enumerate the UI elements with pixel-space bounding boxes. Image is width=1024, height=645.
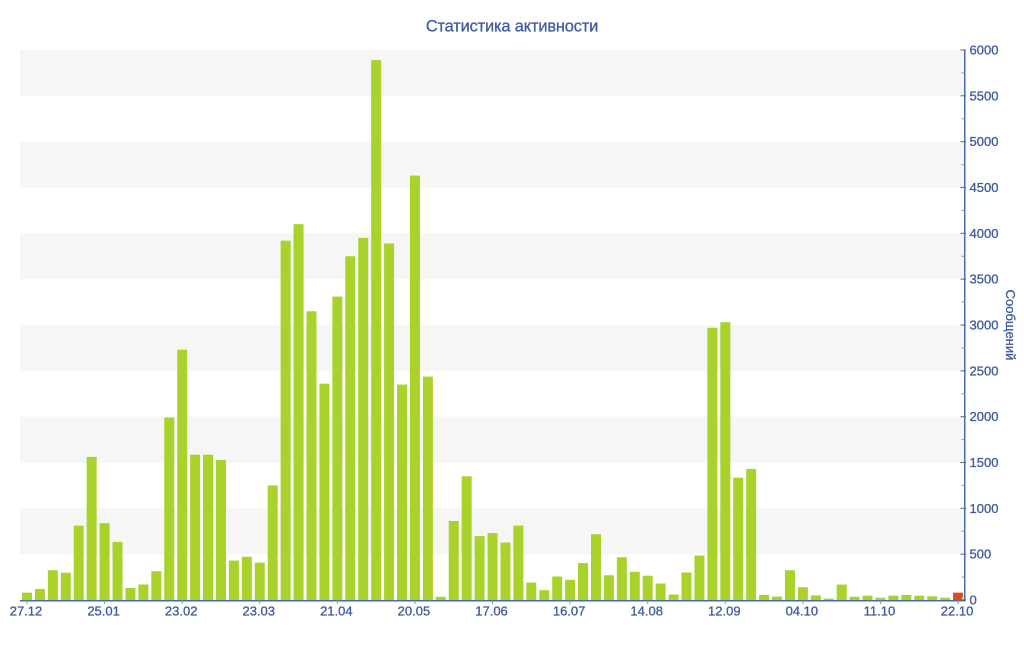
svg-text:500: 500 [970,547,992,562]
svg-text:25.01: 25.01 [87,604,120,619]
svg-text:3500: 3500 [970,272,999,287]
svg-text:2500: 2500 [970,363,999,378]
svg-text:5000: 5000 [970,134,999,149]
svg-text:Статистика активности: Статистика активности [426,18,598,36]
svg-text:5500: 5500 [970,88,999,103]
svg-text:1500: 1500 [970,455,999,470]
svg-text:12.09: 12.09 [708,604,741,619]
svg-text:4500: 4500 [970,180,999,195]
svg-text:Сообщений: Сообщений [1003,290,1018,361]
svg-text:04.10: 04.10 [786,604,819,619]
svg-text:23.02: 23.02 [165,604,198,619]
svg-text:1000: 1000 [970,501,999,516]
svg-text:0: 0 [970,593,977,608]
svg-text:23.03: 23.03 [242,604,275,619]
svg-text:11.10: 11.10 [864,604,896,619]
svg-text:20.05: 20.05 [398,604,431,619]
svg-text:17.06: 17.06 [475,604,508,619]
svg-text:6000: 6000 [970,43,999,58]
svg-text:4000: 4000 [970,226,999,241]
svg-text:27.12: 27.12 [10,604,43,619]
svg-text:2000: 2000 [970,409,999,424]
svg-text:21.04: 21.04 [320,604,353,619]
svg-text:14.08: 14.08 [630,604,663,619]
svg-text:3000: 3000 [970,318,999,333]
svg-text:22.10: 22.10 [941,604,974,619]
svg-text:16.07: 16.07 [553,604,586,619]
